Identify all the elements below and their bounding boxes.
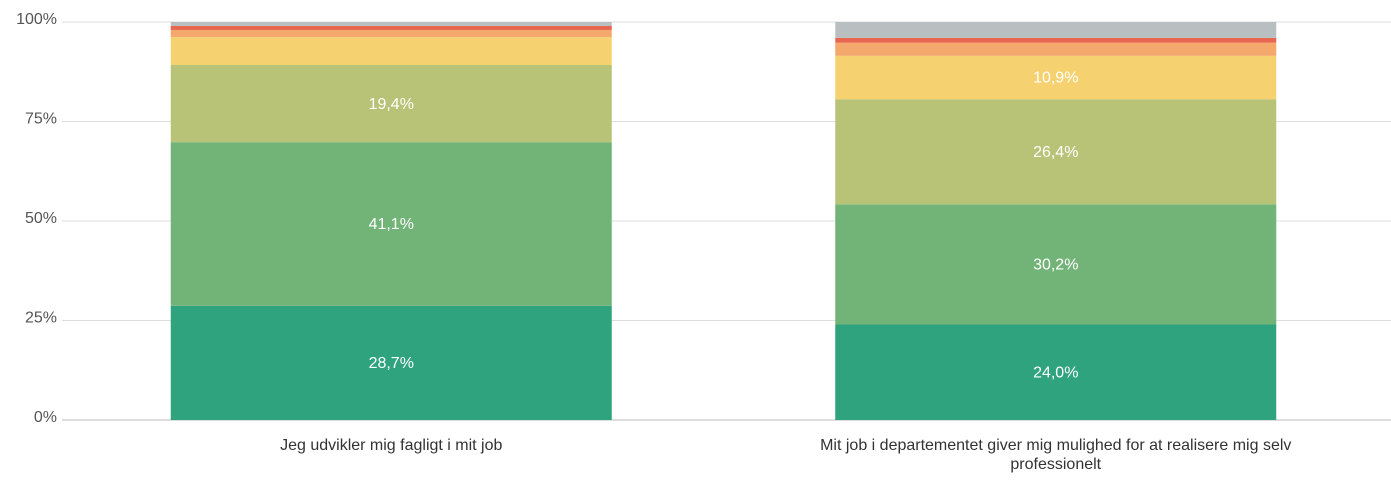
data-label: 28,7% <box>369 355 414 372</box>
bar-segment <box>835 22 1277 38</box>
bar-segment <box>835 99 1277 205</box>
x-tick-label: Mit job i departementet giver mig muligh… <box>820 437 1292 473</box>
bar-segment <box>835 42 1277 56</box>
y-tick-label: 50% <box>25 210 57 227</box>
data-label: 30,2% <box>1033 257 1078 274</box>
bar-segment <box>835 204 1277 325</box>
y-tick-label: 25% <box>25 310 57 327</box>
bar-segment <box>835 37 1277 43</box>
bar-segment <box>170 142 612 306</box>
data-label: 26,4% <box>1033 144 1078 161</box>
bar-segment <box>170 29 612 38</box>
bar-segment <box>170 305 612 420</box>
bar-segment <box>170 25 612 30</box>
bar-segment <box>170 64 612 143</box>
data-label: 10,9% <box>1033 70 1078 87</box>
bar-segment <box>835 324 1277 420</box>
data-label: 19,4% <box>369 96 414 113</box>
y-tick-label: 75% <box>25 111 57 128</box>
data-label: 24,0% <box>1033 364 1078 381</box>
data-label: 41,1% <box>369 216 414 233</box>
bar-segment <box>170 37 612 65</box>
y-tick-label: 0% <box>34 409 57 426</box>
y-tick-label: 100% <box>16 11 57 28</box>
bar-segment <box>170 22 612 26</box>
x-tick-label: Jeg udvikler mig fagligt i mit job <box>280 437 503 454</box>
bar-segment <box>835 55 1277 100</box>
